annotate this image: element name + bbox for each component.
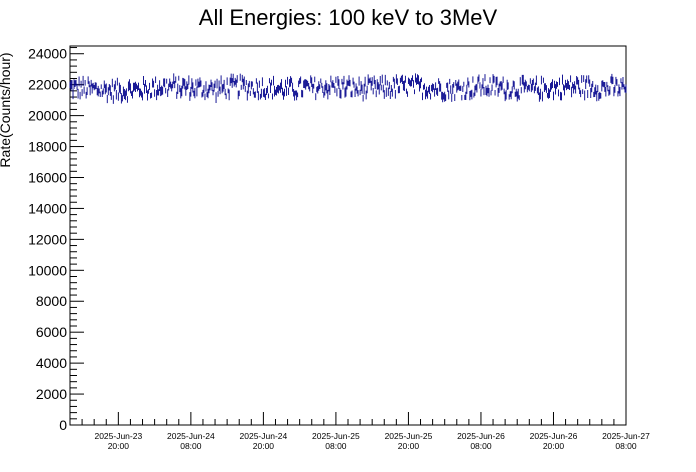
x-tick-label-date: 2025-Jun-24 xyxy=(240,431,288,441)
x-tick-label-date: 2025-Jun-23 xyxy=(94,431,142,441)
y-tick-label: 12000 xyxy=(28,231,67,247)
y-tick-label: 16000 xyxy=(28,169,67,185)
y-tick-label: 14000 xyxy=(28,200,67,216)
x-tick-label-date: 2025-Jun-26 xyxy=(457,431,505,441)
x-tick-label-date: 2025-Jun-25 xyxy=(385,431,433,441)
x-tick-label-date: 2025-Jun-27 xyxy=(602,431,650,441)
x-tick-label-time: 20:00 xyxy=(253,441,275,451)
y-tick-label: 18000 xyxy=(28,139,67,155)
x-tick-label-date: 2025-Jun-24 xyxy=(167,431,215,441)
y-tick-label: 0 xyxy=(59,417,67,433)
y-tick-label: 8000 xyxy=(36,293,67,309)
y-tick-label: 10000 xyxy=(28,262,67,278)
y-tick-label: 6000 xyxy=(36,324,67,340)
y-tick-label: 24000 xyxy=(28,46,67,62)
y-axis: 0 2000 4000 6000 8000 10000 12000 14000 16000 180… xyxy=(28,46,84,433)
x-tick-label-time: 20:00 xyxy=(398,441,420,451)
y-tick-label: 22000 xyxy=(28,77,67,93)
x-tick-label-time: 20:00 xyxy=(543,441,565,451)
x-tick-label-date: 2025-Jun-26 xyxy=(530,431,578,441)
plot-area-border xyxy=(69,45,627,426)
y-tick-label: 2000 xyxy=(36,386,67,402)
y-tick-label: 4000 xyxy=(36,355,67,371)
data-series xyxy=(69,73,627,104)
x-tick-label-time: 08:00 xyxy=(180,441,202,451)
x-axis: 2025-Jun-2320:002025-Jun-2408:002025-Jun… xyxy=(69,412,650,451)
x-tick-label-time: 08:00 xyxy=(615,441,637,451)
chart-title: All Energies: 100 keV to 3MeV xyxy=(199,5,498,30)
x-tick-label-date: 2025-Jun-25 xyxy=(312,431,360,441)
rate-data-points xyxy=(69,73,627,104)
x-tick-label-time: 08:00 xyxy=(325,441,347,451)
plot-frame xyxy=(69,45,627,426)
x-tick-label-time: 20:00 xyxy=(108,441,130,451)
x-tick-label-time: 08:00 xyxy=(470,441,492,451)
y-axis-label: Rate(Counts/hour) xyxy=(0,52,13,167)
y-tick-label: 20000 xyxy=(28,108,67,124)
